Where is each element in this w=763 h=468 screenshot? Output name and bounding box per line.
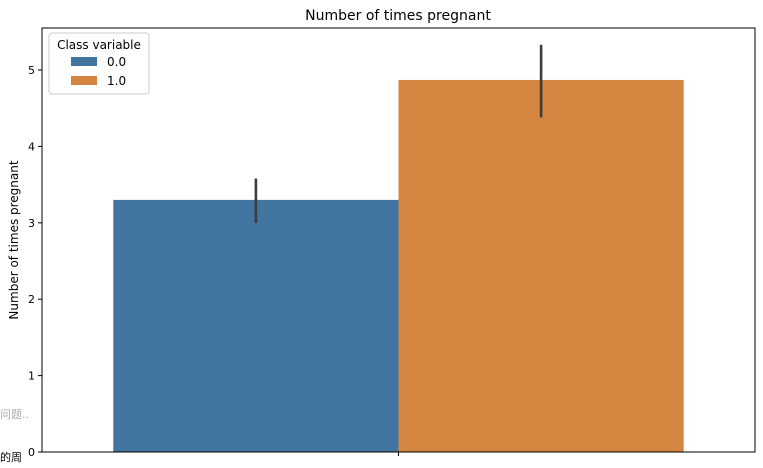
- plot-frame: [41, 27, 756, 453]
- legend-title: Class variable: [57, 38, 141, 52]
- y-tick-label: 1: [28, 370, 35, 383]
- side-text-fragment: 的周: [0, 451, 22, 464]
- y-tick-label: 3: [28, 217, 35, 230]
- bar-0.0: [113, 199, 399, 452]
- bar-1.0: [398, 79, 684, 452]
- y-tick-label: 2: [28, 293, 35, 306]
- legend-label-1.0: 1.0: [107, 74, 126, 88]
- legend-swatch-1.0: [71, 76, 97, 85]
- plot-area: 0 1 2 3 4 5 Class variable 0.0 1.0: [28, 27, 756, 459]
- y-tick-label: 4: [28, 140, 35, 153]
- legend-swatch-0.0: [71, 57, 97, 66]
- chart-title: Number of times pregnant: [305, 8, 491, 24]
- side-text-fragment: 问题..: [0, 408, 29, 421]
- y-tick-label: 0: [28, 446, 35, 459]
- legend-label-0.0: 0.0: [107, 55, 126, 69]
- y-tick-label: 5: [28, 64, 35, 77]
- y-axis-label: Number of times pregnant: [7, 160, 21, 319]
